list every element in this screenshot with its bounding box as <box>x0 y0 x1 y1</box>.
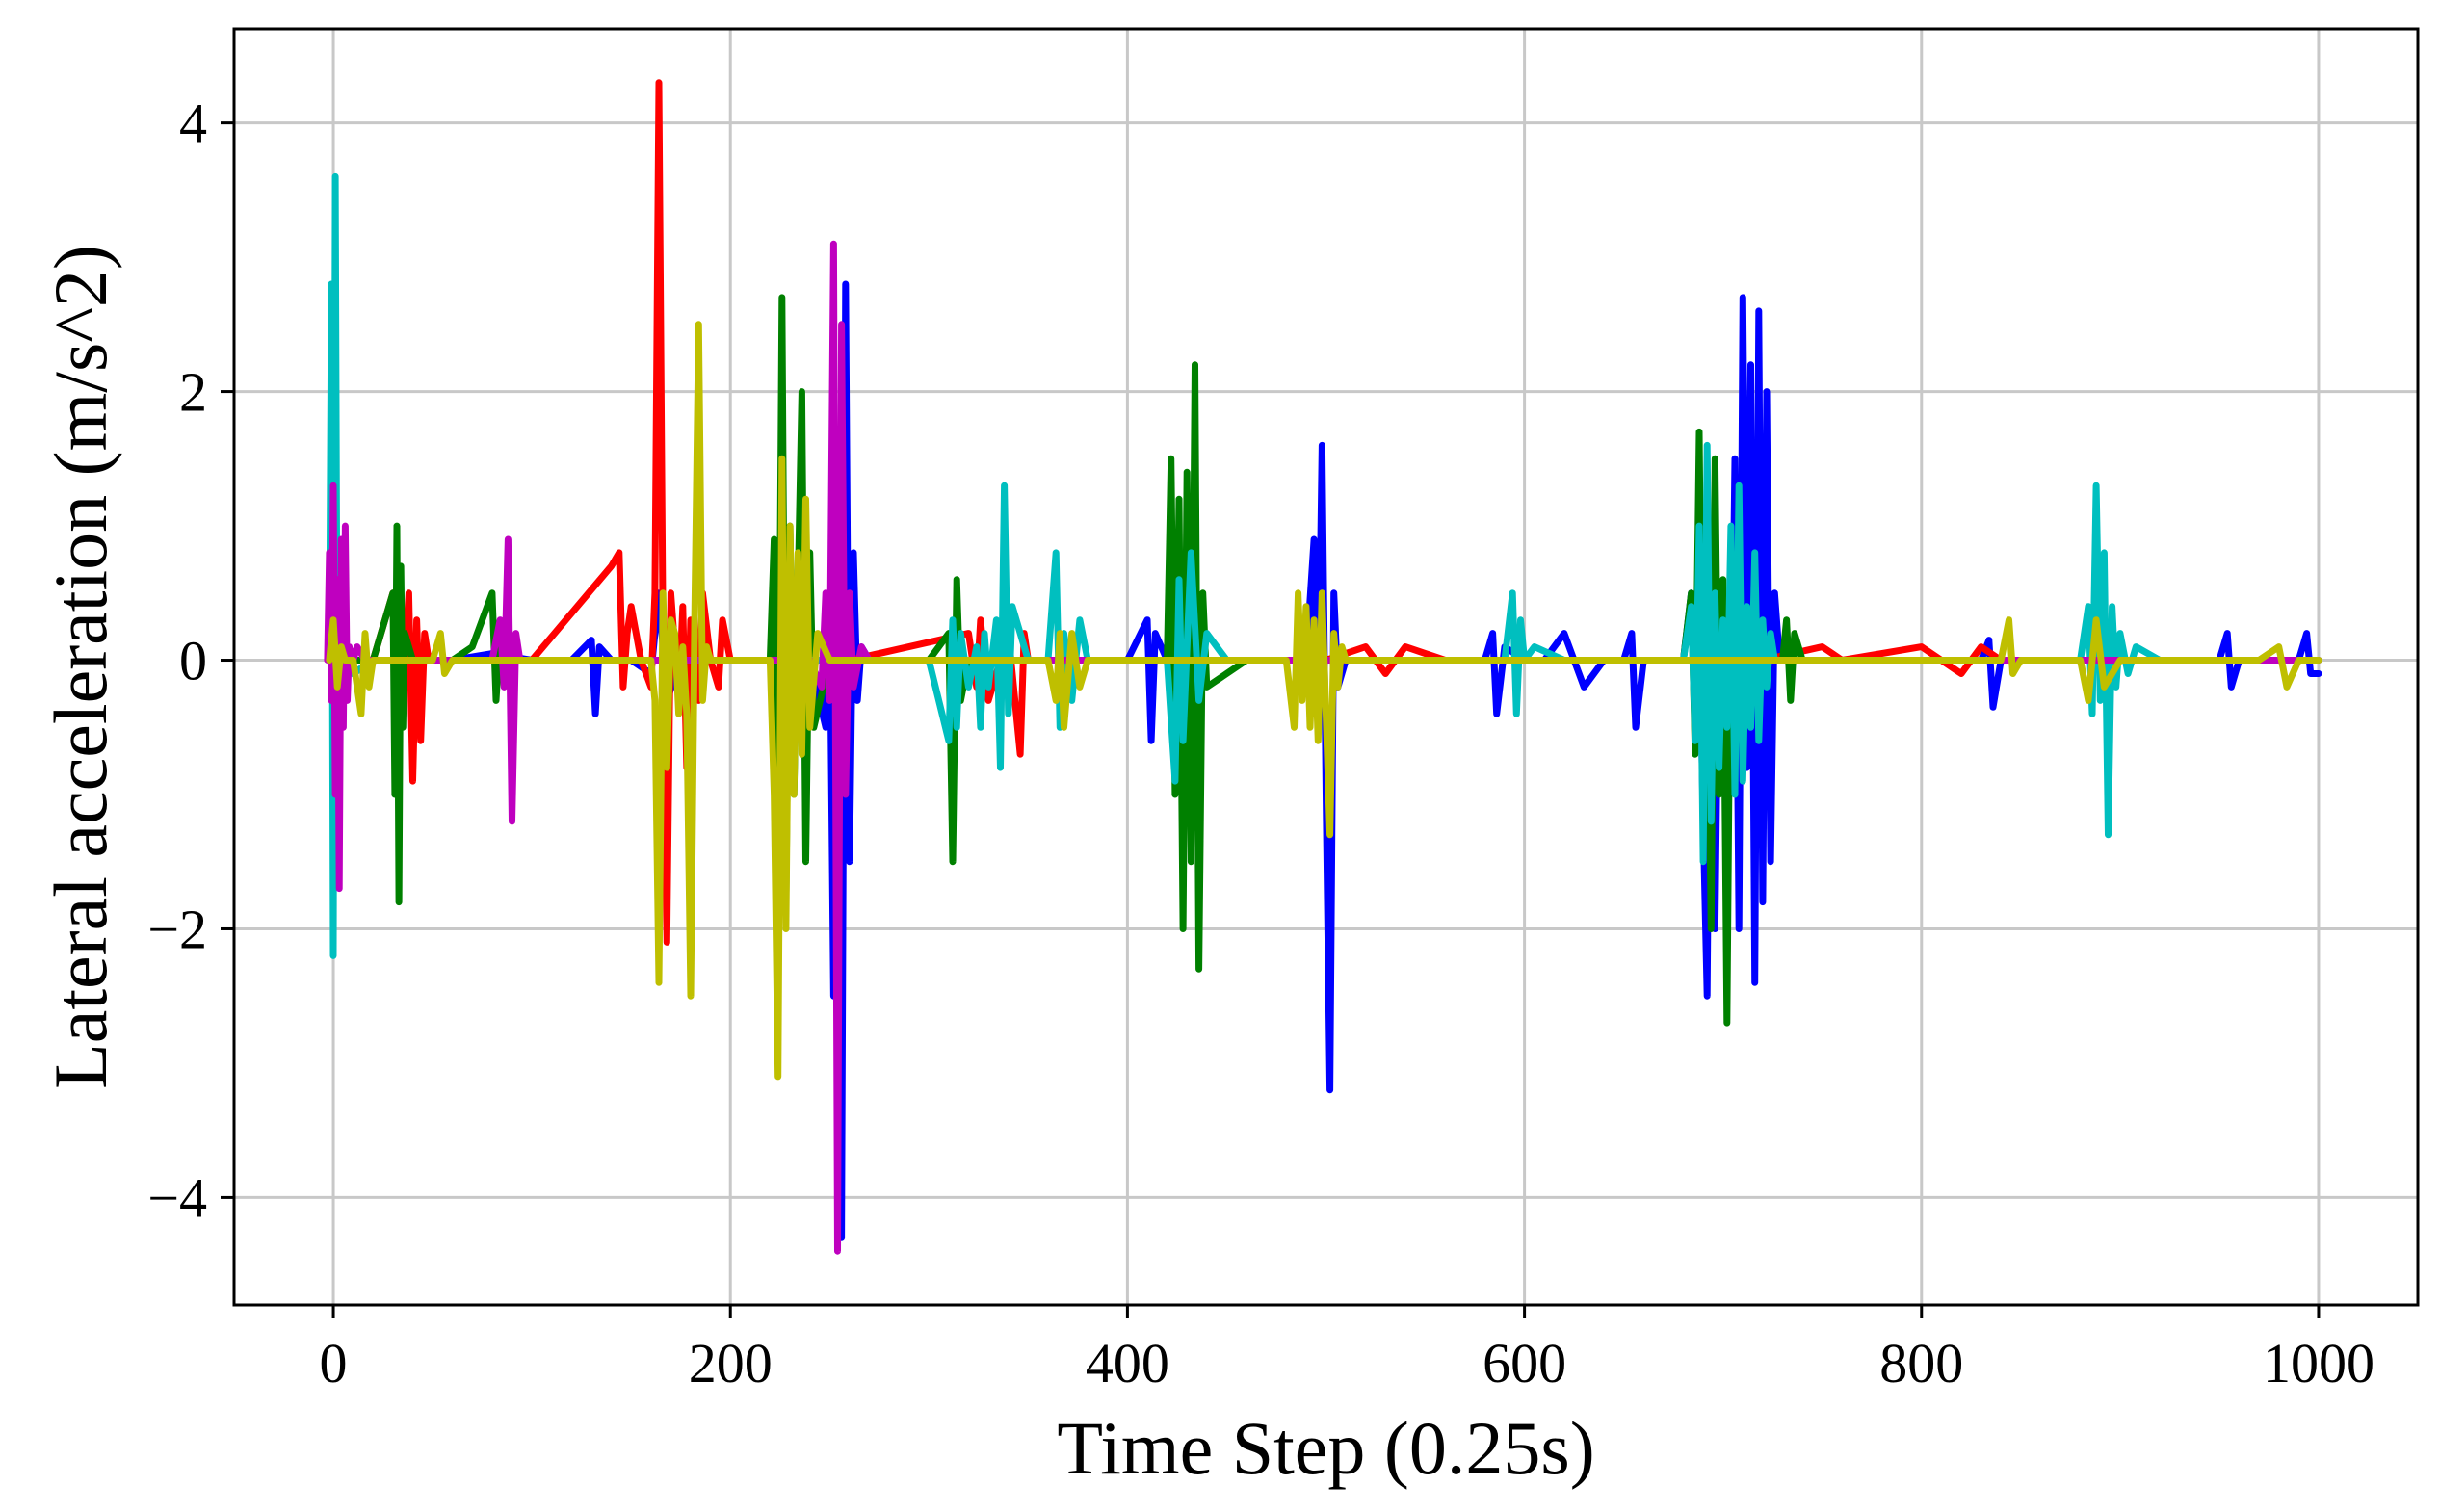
y-tick-label: −4 <box>147 1166 207 1229</box>
x-tick-label: 1000 <box>2263 1332 2374 1395</box>
y-tick-label: −2 <box>147 898 207 960</box>
y-tick-label: 4 <box>179 92 207 155</box>
x-axis-label: Time Step (0.25s) <box>1057 1406 1594 1490</box>
x-tick-label: 800 <box>1879 1332 1963 1395</box>
series-layer <box>324 79 2322 1255</box>
tick-layer: 0 200 400 600 800 1000 −4 −2 0 2 4 <box>147 92 2374 1395</box>
series-line-4 <box>324 240 2322 1255</box>
y-axis-label: Lateral acceleration (m/s^2) <box>39 245 122 1089</box>
y-tick-label: 2 <box>179 361 207 424</box>
x-tick-label: 200 <box>689 1332 773 1395</box>
x-tick-label: 600 <box>1482 1332 1566 1395</box>
x-tick-label: 0 <box>320 1332 348 1395</box>
series-line-5 <box>326 321 2322 1081</box>
x-tick-label: 400 <box>1086 1332 1169 1395</box>
plot-frame <box>232 27 2420 1307</box>
y-tick-label: 0 <box>179 630 207 692</box>
